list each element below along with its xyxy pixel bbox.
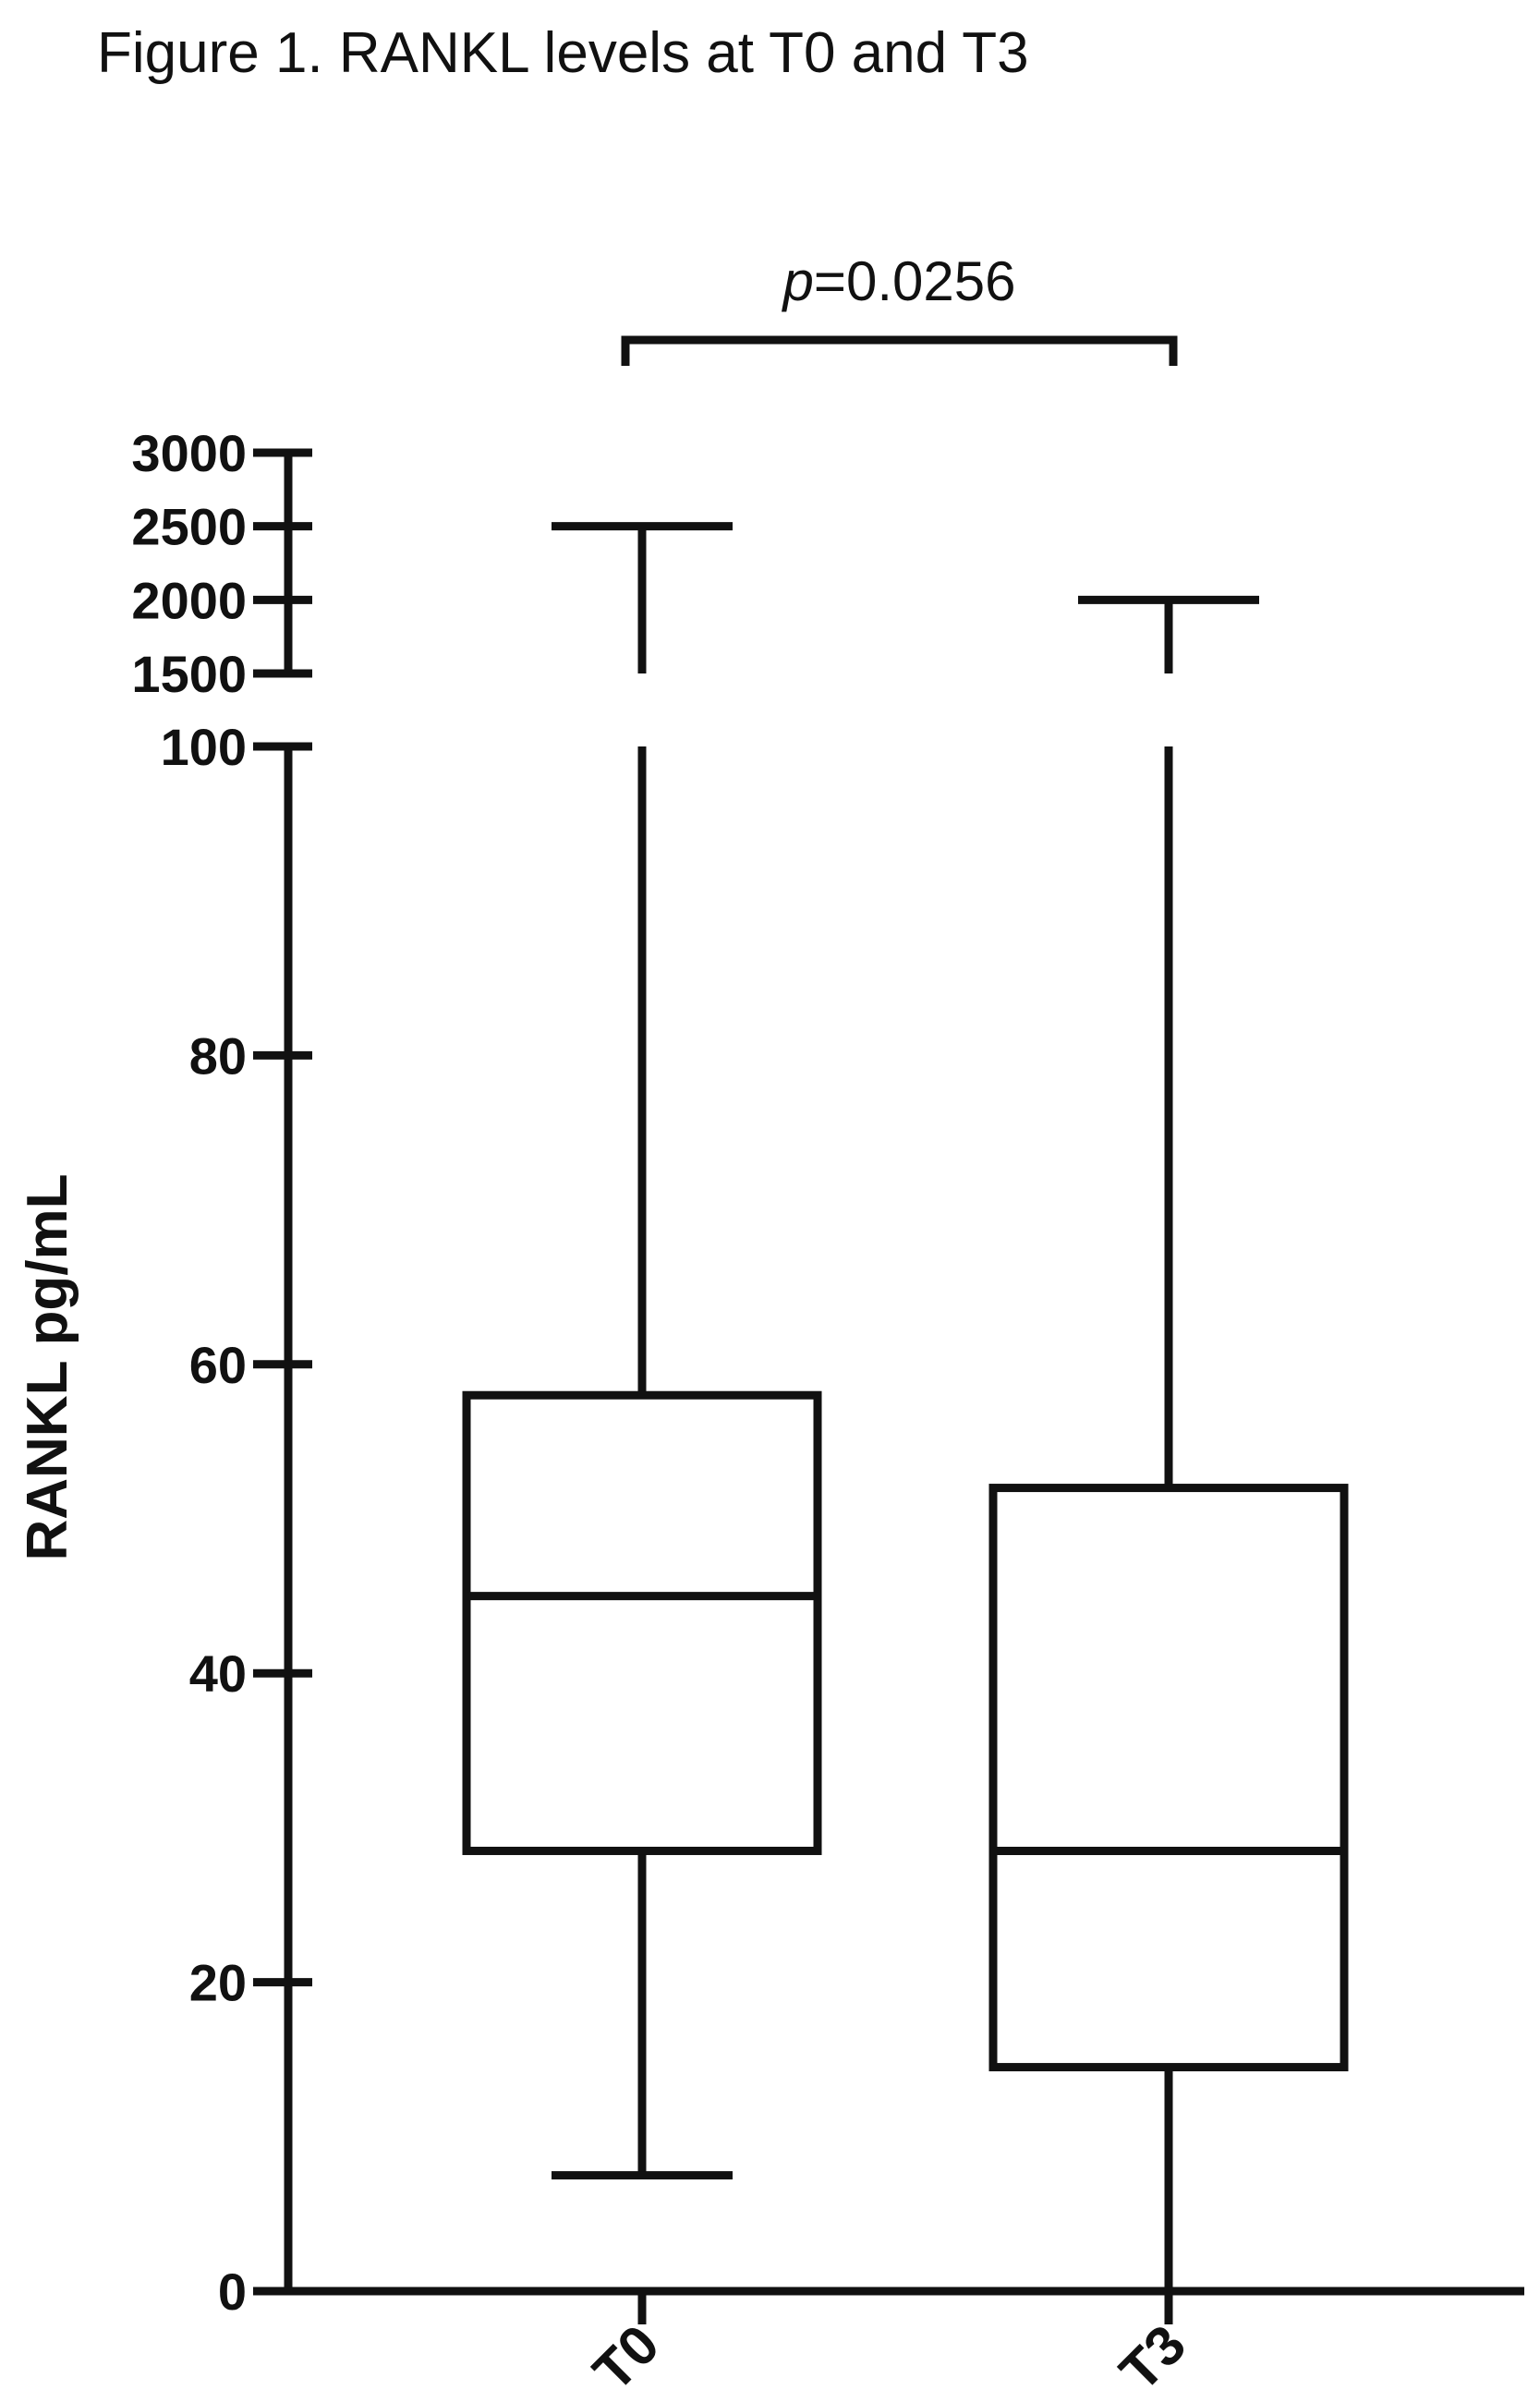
y-tick-label: 80 — [189, 1026, 247, 1085]
chart-title: Figure 1. RANKL levels at T0 and T3 — [97, 21, 1029, 85]
x-tick-label: T3 — [1108, 2313, 1197, 2402]
y-tick-label: 1500 — [131, 645, 247, 703]
y-tick-label: 40 — [189, 1644, 247, 1703]
y-tick-label: 60 — [189, 1336, 247, 1394]
y-tick-label: 2000 — [131, 571, 247, 629]
significance-bracket — [621, 335, 1178, 366]
box-T0 — [462, 522, 822, 2180]
p-value-label: p=0.0256 — [782, 250, 1016, 312]
y-axis: 0 20 40 60 80 100 1500 2000 2500 3000 — [131, 424, 312, 2321]
y-tick-label: 3000 — [131, 424, 247, 482]
box-T3 — [988, 595, 1349, 2291]
x-tick-label: T0 — [581, 2313, 671, 2402]
p-symbol: p — [782, 250, 814, 312]
boxes — [462, 522, 1349, 2291]
y-tick-label: 20 — [189, 1954, 247, 2012]
y-tick-label: 2500 — [131, 498, 247, 556]
significance-annotation: p=0.0256 — [621, 250, 1178, 366]
y-tick-label: 100 — [161, 718, 247, 776]
box-iqr — [462, 1390, 822, 1855]
y-axis-label: RANKL pg/mL — [16, 1173, 79, 1560]
p-value: =0.0256 — [814, 250, 1016, 312]
x-axis: T0 T3 — [288, 2287, 1524, 2402]
box-iqr — [988, 1484, 1349, 2072]
y-tick-label: 0 — [218, 2262, 247, 2321]
